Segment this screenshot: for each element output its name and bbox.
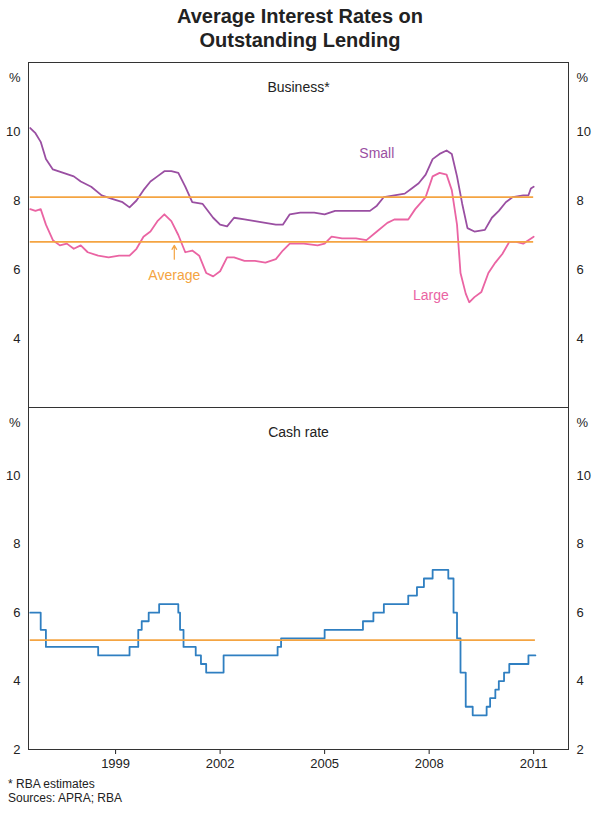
svg-text:8: 8 bbox=[13, 536, 20, 551]
svg-text:%: % bbox=[9, 70, 21, 85]
html-text:Sources: APRA; RBA: Sources: APRA; RBA bbox=[8, 791, 122, 805]
svg-text:1999: 1999 bbox=[101, 756, 130, 771]
svg-text:10: 10 bbox=[6, 124, 20, 139]
svg-text:2: 2 bbox=[577, 742, 584, 757]
svg-text:8: 8 bbox=[577, 193, 584, 208]
svg-text:10: 10 bbox=[577, 468, 591, 483]
svg-text:10: 10 bbox=[6, 468, 20, 483]
svg-text:6: 6 bbox=[13, 262, 20, 277]
svg-text:8: 8 bbox=[13, 193, 20, 208]
svg-text:4: 4 bbox=[13, 673, 20, 688]
svg-text:Average: Average bbox=[148, 267, 200, 283]
svg-text:6: 6 bbox=[577, 605, 584, 620]
svg-text:6: 6 bbox=[13, 605, 20, 620]
svg-text:4: 4 bbox=[13, 331, 20, 346]
svg-text:%: % bbox=[577, 415, 589, 430]
svg-text:8: 8 bbox=[577, 536, 584, 551]
svg-text:2002: 2002 bbox=[206, 756, 235, 771]
svg-text:2008: 2008 bbox=[415, 756, 444, 771]
svg-text:%: % bbox=[9, 415, 21, 430]
svg-text:%: % bbox=[577, 70, 589, 85]
svg-text:2: 2 bbox=[13, 742, 20, 757]
svg-text:Small: Small bbox=[359, 145, 394, 161]
svg-text:2005: 2005 bbox=[310, 756, 339, 771]
svg-text:Large: Large bbox=[413, 287, 449, 303]
svg-text:2011: 2011 bbox=[520, 756, 548, 771]
html-text:Average Interest Rates on Outs: Average Interest Rates on Outstanding Le… bbox=[177, 5, 423, 51]
svg-text:6: 6 bbox=[577, 262, 584, 277]
svg-text:Cash rate: Cash rate bbox=[268, 424, 329, 440]
svg-text:10: 10 bbox=[577, 124, 591, 139]
svg-text:4: 4 bbox=[577, 673, 584, 688]
svg-text:4: 4 bbox=[577, 331, 584, 346]
svg-text:Business*: Business* bbox=[267, 79, 330, 95]
html-text:* RBA estimates: * RBA estimates bbox=[8, 777, 95, 791]
